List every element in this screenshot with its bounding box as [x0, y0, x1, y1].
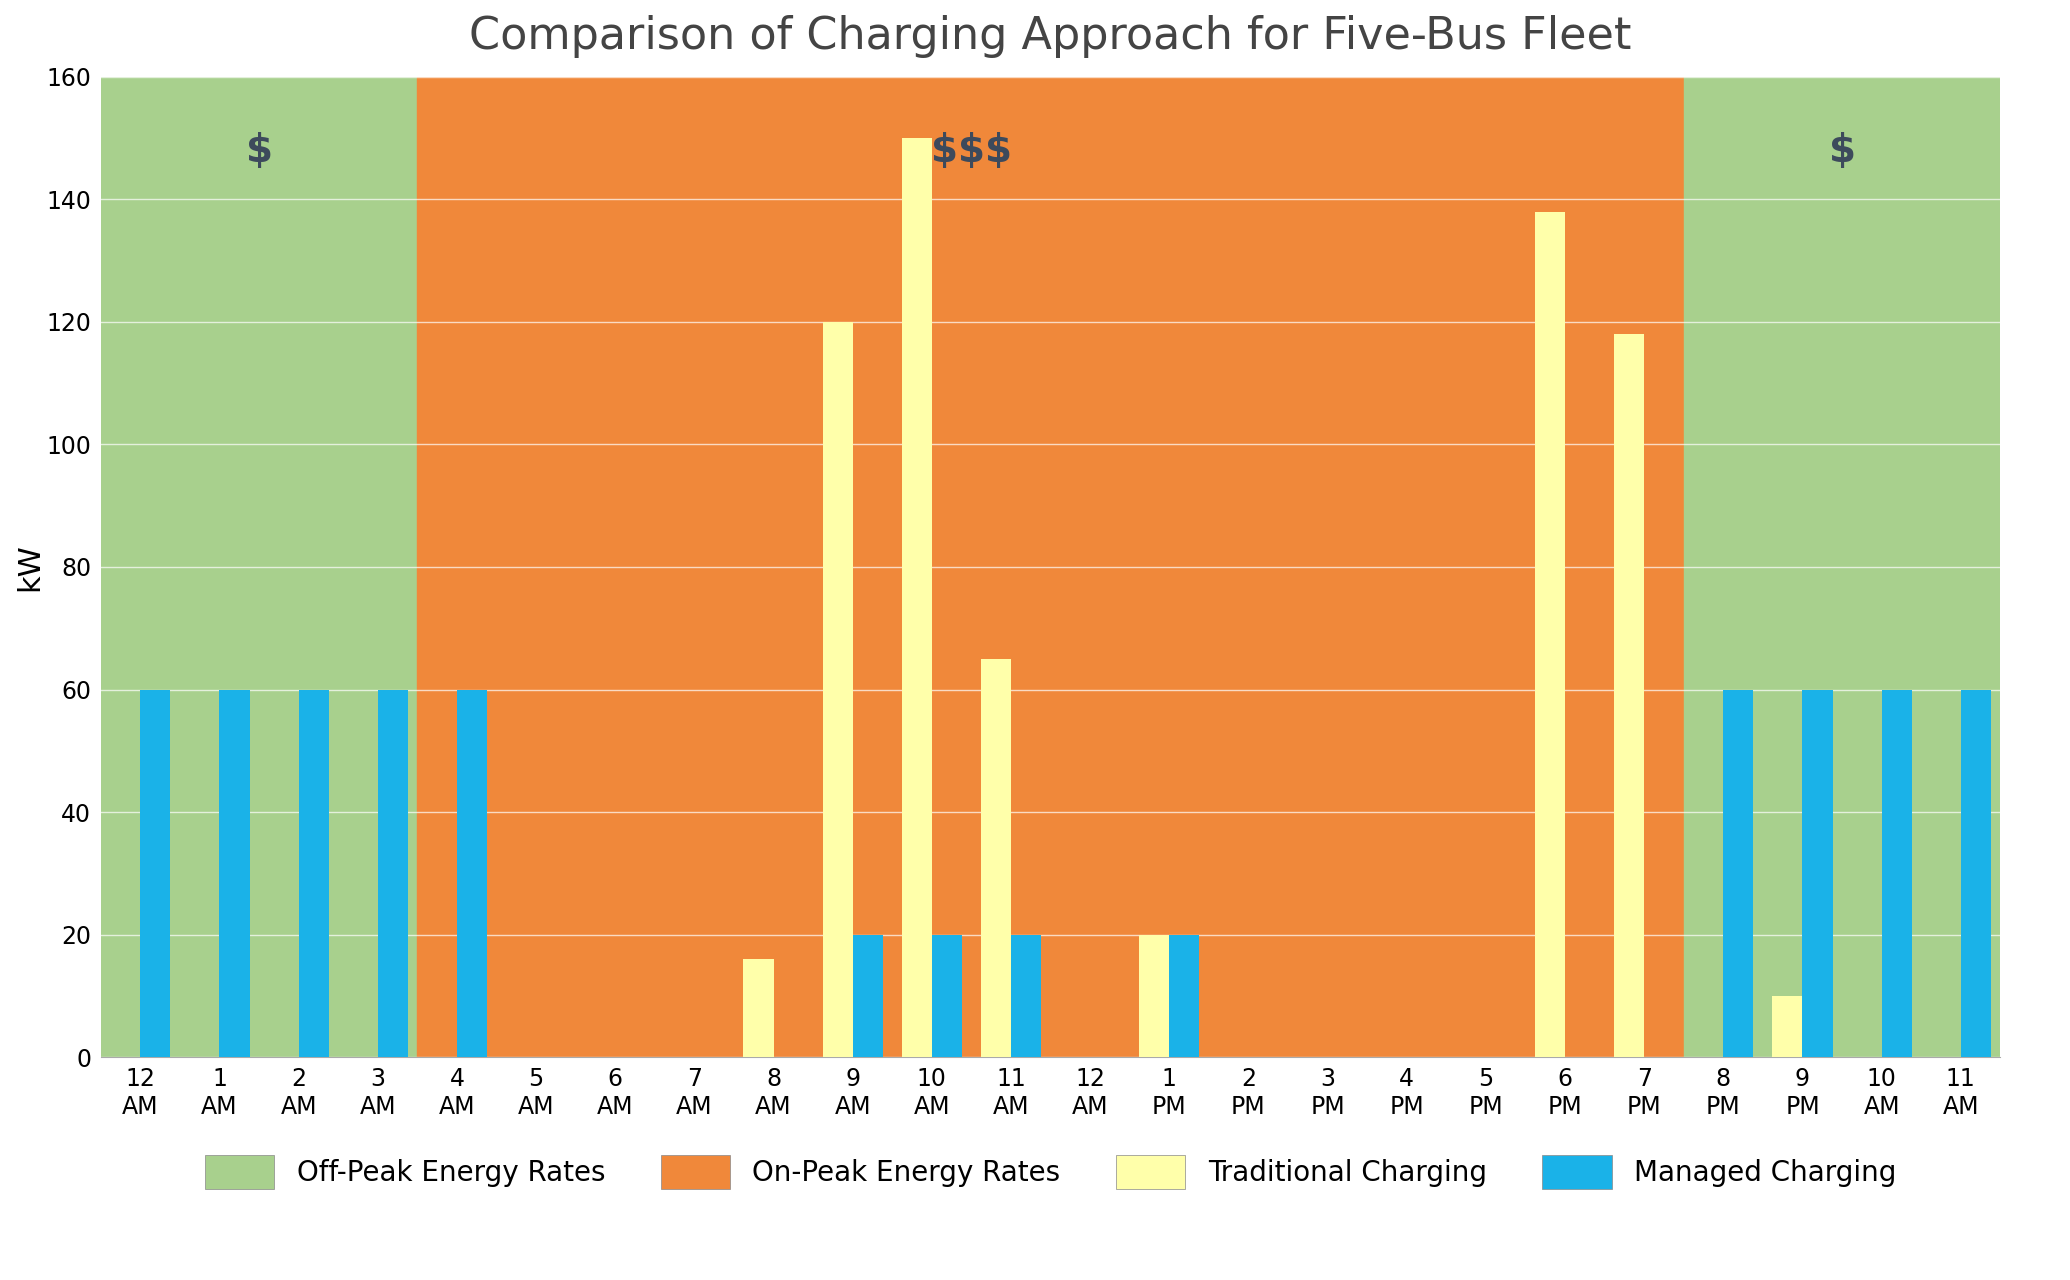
Legend: Off-Peak Energy Rates, On-Peak Energy Rates, Traditional Charging, Managed Charg: Off-Peak Energy Rates, On-Peak Energy Ra… [195, 1144, 1906, 1201]
Bar [457, 690, 486, 1057]
Bar [379, 690, 408, 1057]
Bar [822, 321, 853, 1057]
Bar [1882, 690, 1913, 1057]
Bar [219, 690, 250, 1057]
Bar [1615, 334, 1644, 1057]
Bar [1803, 690, 1832, 1057]
Bar [1170, 934, 1199, 1057]
Bar [101, 77, 418, 1057]
Bar [1010, 934, 1041, 1057]
Text: $$$: $$$ [932, 132, 1012, 170]
Bar [743, 959, 774, 1057]
Text: $: $ [246, 132, 273, 170]
Bar [853, 934, 882, 1057]
Title: Comparison of Charging Approach for Five-Bus Fleet: Comparison of Charging Approach for Five… [470, 15, 1631, 58]
Bar [903, 138, 932, 1057]
Bar [932, 934, 963, 1057]
Bar [1138, 934, 1170, 1057]
Bar [298, 690, 329, 1057]
Bar [1960, 690, 1991, 1057]
Bar [981, 659, 1010, 1057]
Bar [418, 77, 1683, 1057]
Bar [1724, 690, 1753, 1057]
Bar [141, 690, 170, 1057]
Text: $: $ [1828, 132, 1855, 170]
Bar [1772, 996, 1803, 1057]
Y-axis label: kW: kW [14, 543, 43, 591]
Bar [1536, 211, 1565, 1057]
Bar [1683, 77, 2000, 1057]
